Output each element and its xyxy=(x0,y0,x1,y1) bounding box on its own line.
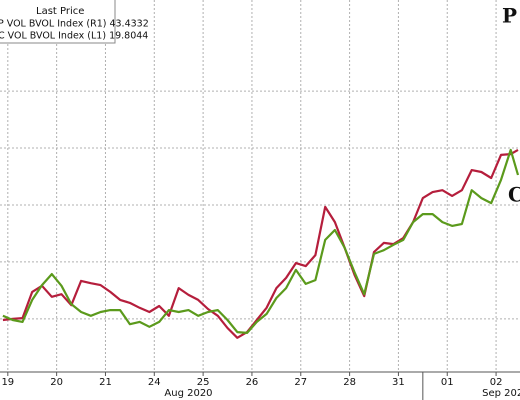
x-tick-label: 26 xyxy=(246,377,259,388)
x-tick-label: 31 xyxy=(392,377,405,388)
legend: Last Price P VOL BVOL Index (R1) 43.4332… xyxy=(0,0,149,44)
x-tick-label: 19 xyxy=(1,377,14,388)
x-tick-label: 01 xyxy=(441,377,454,388)
legend-entry: P VOL BVOL Index (R1) 43.4332 xyxy=(0,19,149,30)
x-tick-label: 25 xyxy=(197,377,210,388)
legend-title: Last Price xyxy=(36,6,84,17)
month-label: Sep 2020 xyxy=(482,388,520,399)
x-tick-label: 21 xyxy=(99,377,112,388)
annotation: P xyxy=(502,4,517,28)
month-label: Aug 2020 xyxy=(164,388,212,399)
x-tick-label: 27 xyxy=(294,377,307,388)
x-tick-label: 28 xyxy=(343,377,356,388)
grid xyxy=(0,0,520,372)
annotation: C xyxy=(508,183,520,207)
legend-box xyxy=(0,0,116,44)
x-tick-label: 20 xyxy=(50,377,63,388)
series-line xyxy=(2,148,519,339)
x-tick-label: 24 xyxy=(148,377,161,388)
x-tick-label: 02 xyxy=(490,377,503,388)
series-line xyxy=(2,148,520,334)
plot xyxy=(2,148,520,339)
legend-entry: C VOL BVOL Index (L1) 19.8044 xyxy=(0,31,148,42)
